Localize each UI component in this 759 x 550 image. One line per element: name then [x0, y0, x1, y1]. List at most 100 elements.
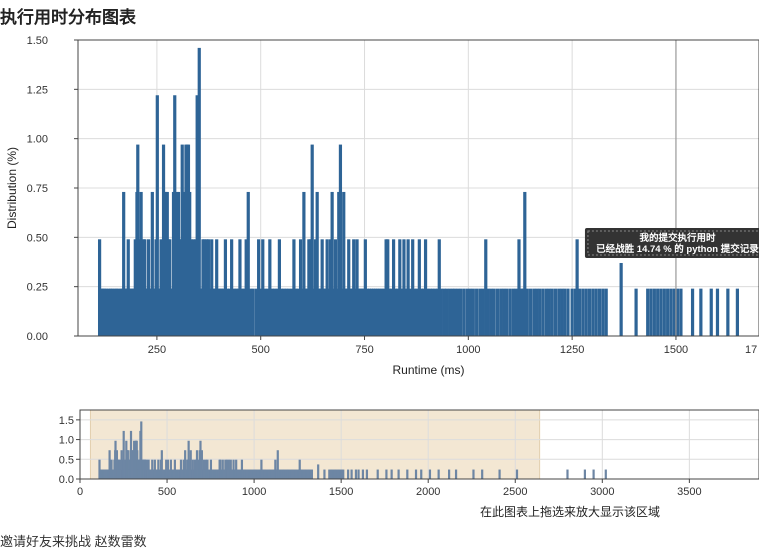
bar[interactable]	[535, 288, 539, 336]
bar[interactable]	[376, 288, 380, 336]
bar[interactable]	[327, 288, 331, 336]
bar[interactable]	[478, 288, 482, 336]
bar[interactable]	[205, 239, 209, 336]
bar[interactable]	[649, 288, 653, 336]
bar[interactable]	[387, 288, 392, 336]
bar[interactable]	[578, 288, 582, 336]
bar[interactable]	[634, 288, 638, 336]
bar[interactable]	[547, 288, 551, 336]
bar[interactable]	[254, 288, 259, 336]
bar[interactable]	[355, 239, 359, 336]
bar[interactable]	[313, 239, 318, 336]
bar[interactable]	[508, 288, 512, 336]
bar[interactable]	[305, 288, 309, 336]
bar[interactable]	[332, 288, 336, 336]
bar[interactable]	[666, 288, 670, 336]
bar[interactable]	[456, 288, 460, 336]
bar[interactable]	[310, 144, 314, 336]
bar[interactable]	[481, 288, 485, 336]
bar[interactable]	[238, 239, 242, 336]
bar[interactable]	[242, 288, 246, 336]
bar[interactable]	[521, 288, 525, 336]
bar[interactable]	[268, 239, 272, 336]
bar[interactable]	[330, 191, 334, 336]
bar[interactable]	[511, 288, 515, 336]
bar[interactable]	[136, 144, 140, 336]
bar[interactable]	[394, 288, 398, 336]
bar[interactable]	[426, 288, 430, 336]
bar[interactable]	[380, 288, 384, 336]
bar[interactable]	[436, 288, 440, 336]
bar[interactable]	[348, 288, 352, 336]
bar[interactable]	[604, 288, 608, 336]
bar[interactable]	[581, 288, 585, 336]
bar[interactable]	[584, 288, 588, 336]
runtime-distribution-chart[interactable]: 0.00 0.25 0.50 0.75 1.00 1.25 1.50 250 500 750 10…	[0, 28, 759, 384]
bar[interactable]	[340, 288, 344, 336]
bar[interactable]	[417, 239, 421, 336]
bar[interactable]	[517, 239, 521, 336]
bar[interactable]	[502, 288, 506, 336]
bar[interactable]	[317, 288, 321, 336]
bar[interactable]	[352, 239, 356, 336]
bar[interactable]	[656, 288, 660, 336]
bar[interactable]	[335, 288, 339, 336]
bar[interactable]	[159, 239, 163, 336]
bar[interactable]	[133, 239, 137, 336]
bar[interactable]	[519, 288, 524, 336]
bar[interactable]	[112, 288, 116, 336]
bar[interactable]	[318, 288, 323, 336]
bar[interactable]	[525, 288, 529, 336]
bar[interactable]	[230, 239, 234, 336]
bar[interactable]	[357, 288, 361, 336]
navigator-chart[interactable]: 0.0 0.5 1.0 1.5 0 500 1000 1500 2000 2500 3000 350…	[0, 402, 759, 528]
bar[interactable]	[433, 288, 437, 336]
bar[interactable]	[550, 288, 554, 336]
bar[interactable]	[221, 288, 225, 336]
bar[interactable]	[489, 288, 493, 336]
bar[interactable]	[646, 288, 650, 336]
bar[interactable]	[197, 47, 201, 336]
bar[interactable]	[302, 191, 306, 336]
bar[interactable]	[249, 288, 253, 336]
bar[interactable]	[277, 239, 281, 336]
bar[interactable]	[367, 288, 372, 336]
bar[interactable]	[597, 288, 602, 336]
bar[interactable]	[358, 288, 362, 336]
bar[interactable]	[118, 288, 122, 336]
bar[interactable]	[227, 288, 232, 336]
bar[interactable]	[566, 288, 570, 336]
bar[interactable]	[232, 288, 236, 336]
bar[interactable]	[218, 288, 222, 336]
bar[interactable]	[570, 288, 574, 336]
bar[interactable]	[294, 288, 298, 336]
bar[interactable]	[402, 239, 406, 336]
bar[interactable]	[116, 288, 120, 336]
bar[interactable]	[110, 288, 114, 336]
bar[interactable]	[484, 239, 488, 336]
bar[interactable]	[315, 191, 319, 336]
bar[interactable]	[347, 239, 351, 336]
bar[interactable]	[225, 288, 230, 336]
bar[interactable]	[669, 288, 673, 336]
bar[interactable]	[362, 288, 366, 336]
bar[interactable]	[323, 288, 328, 336]
bar[interactable]	[475, 288, 479, 336]
bar[interactable]	[442, 288, 446, 336]
bar[interactable]	[523, 191, 527, 336]
bar[interactable]	[421, 288, 426, 336]
bar[interactable]	[676, 288, 680, 336]
bar[interactable]	[423, 239, 428, 336]
bar[interactable]	[413, 288, 417, 336]
bar[interactable]	[699, 288, 703, 336]
bar[interactable]	[462, 288, 466, 336]
bar[interactable]	[108, 288, 112, 336]
bar[interactable]	[325, 239, 329, 336]
bar[interactable]	[191, 239, 196, 336]
bar[interactable]	[234, 288, 238, 336]
bar[interactable]	[298, 239, 303, 336]
bar[interactable]	[216, 288, 220, 336]
bar[interactable]	[292, 239, 296, 336]
bar[interactable]	[139, 191, 143, 336]
bar[interactable]	[208, 288, 212, 336]
